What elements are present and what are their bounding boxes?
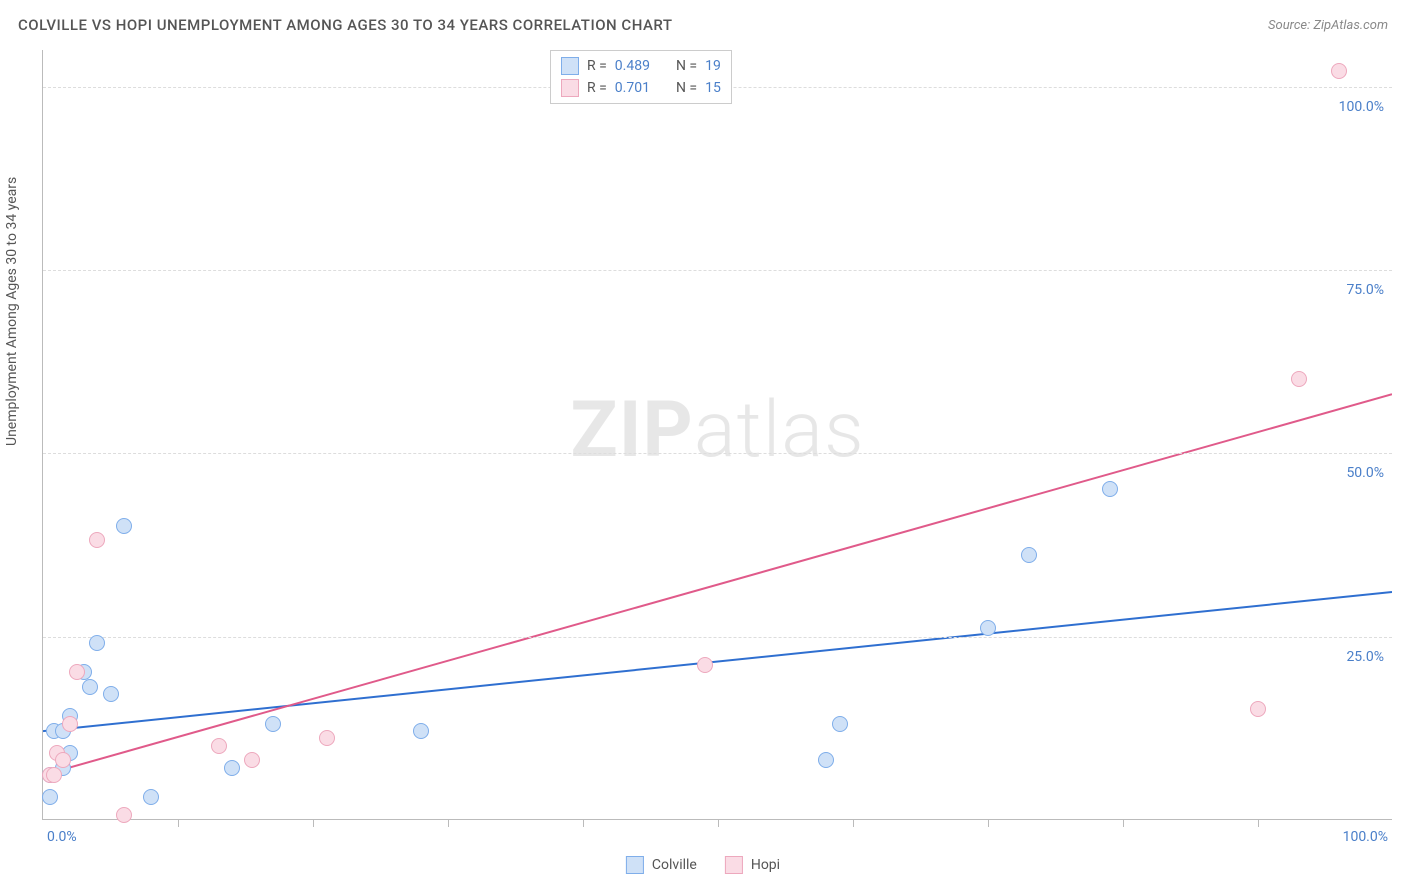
- data-point-colville: [224, 760, 240, 776]
- watermark: ZIPatlas: [570, 384, 864, 475]
- data-point-colville: [980, 620, 996, 636]
- data-point-colville: [42, 789, 58, 805]
- data-point-hopi: [697, 657, 713, 673]
- data-point-hopi: [55, 752, 71, 768]
- y-tick-label: 100.0%: [1339, 99, 1384, 115]
- x-minor-tick: [448, 819, 449, 827]
- x-minor-tick: [853, 819, 854, 827]
- data-point-colville: [103, 686, 119, 702]
- chart-title: COLVILLE VS HOPI UNEMPLOYMENT AMONG AGES…: [18, 16, 673, 34]
- x-minor-tick: [583, 819, 584, 827]
- watermark-light: atlas: [694, 384, 865, 475]
- data-point-hopi: [211, 738, 227, 754]
- data-point-hopi: [1331, 63, 1347, 79]
- data-point-hopi: [89, 532, 105, 548]
- y-tick-label: 50.0%: [1346, 465, 1384, 481]
- correlation-stats-box: R = 0.489 N = 19 R = 0.701 N = 15: [550, 50, 732, 104]
- y-axis-label: Unemployment Among Ages 30 to 34 years: [4, 177, 20, 446]
- data-point-colville: [89, 635, 105, 651]
- legend-item-hopi: Hopi: [725, 856, 780, 874]
- data-point-colville: [143, 789, 159, 805]
- y-tick-label: 75.0%: [1346, 282, 1384, 298]
- stats-swatch: [561, 79, 579, 97]
- series-legend: Colville Hopi: [626, 856, 780, 874]
- chart-header: COLVILLE VS HOPI UNEMPLOYMENT AMONG AGES…: [18, 16, 1388, 34]
- data-point-colville: [116, 518, 132, 534]
- data-point-hopi: [46, 767, 62, 783]
- x-tick-label: 100.0%: [1343, 829, 1388, 845]
- x-tick-label: 0.0%: [47, 829, 77, 845]
- data-point-hopi: [69, 664, 85, 680]
- data-point-hopi: [62, 716, 78, 732]
- x-minor-tick: [313, 819, 314, 827]
- stats-swatch: [561, 57, 579, 75]
- data-point-colville: [82, 679, 98, 695]
- grid-line: [43, 453, 1392, 454]
- legend-item-colville: Colville: [626, 856, 697, 874]
- source-name: ZipAtlas.com: [1313, 18, 1388, 33]
- trend-line-hopi: [43, 394, 1392, 775]
- r-value: 0.701: [615, 80, 650, 96]
- watermark-bold: ZIP: [570, 384, 693, 475]
- grid-line: [43, 637, 1392, 638]
- stats-row-hopi: R = 0.701 N = 15: [561, 77, 721, 99]
- data-point-hopi: [244, 752, 260, 768]
- x-minor-tick: [1123, 819, 1124, 827]
- data-point-hopi: [116, 807, 132, 823]
- x-minor-tick: [718, 819, 719, 827]
- data-point-colville: [818, 752, 834, 768]
- trend-line-colville: [43, 592, 1392, 731]
- y-tick-label: 25.0%: [1346, 649, 1384, 665]
- x-minor-tick: [178, 819, 179, 827]
- data-point-hopi: [1291, 371, 1307, 387]
- grid-line: [43, 270, 1392, 271]
- legend-swatch: [626, 856, 644, 874]
- n-value: 15: [705, 80, 721, 96]
- r-value: 0.489: [615, 58, 650, 74]
- r-label: R =: [587, 80, 607, 96]
- x-minor-tick: [988, 819, 989, 827]
- scatter-plot: ZIPatlas 25.0%50.0%75.0%100.0%0.0%100.0%: [42, 50, 1392, 820]
- data-point-colville: [413, 723, 429, 739]
- data-point-colville: [832, 716, 848, 732]
- n-label: N =: [676, 80, 697, 96]
- source-label: Source:: [1268, 18, 1313, 33]
- data-point-colville: [1021, 547, 1037, 563]
- legend-label: Colville: [652, 857, 697, 873]
- data-point-hopi: [1250, 701, 1266, 717]
- x-minor-tick: [1258, 819, 1259, 827]
- source-attribution: Source: ZipAtlas.com: [1268, 18, 1388, 33]
- legend-label: Hopi: [751, 857, 780, 873]
- trend-lines-layer: [43, 50, 1392, 819]
- n-label: N =: [676, 58, 697, 74]
- r-label: R =: [587, 58, 607, 74]
- n-value: 19: [705, 58, 721, 74]
- data-point-hopi: [319, 730, 335, 746]
- data-point-colville: [1102, 481, 1118, 497]
- stats-row-colville: R = 0.489 N = 19: [561, 55, 721, 77]
- data-point-colville: [265, 716, 281, 732]
- legend-swatch: [725, 856, 743, 874]
